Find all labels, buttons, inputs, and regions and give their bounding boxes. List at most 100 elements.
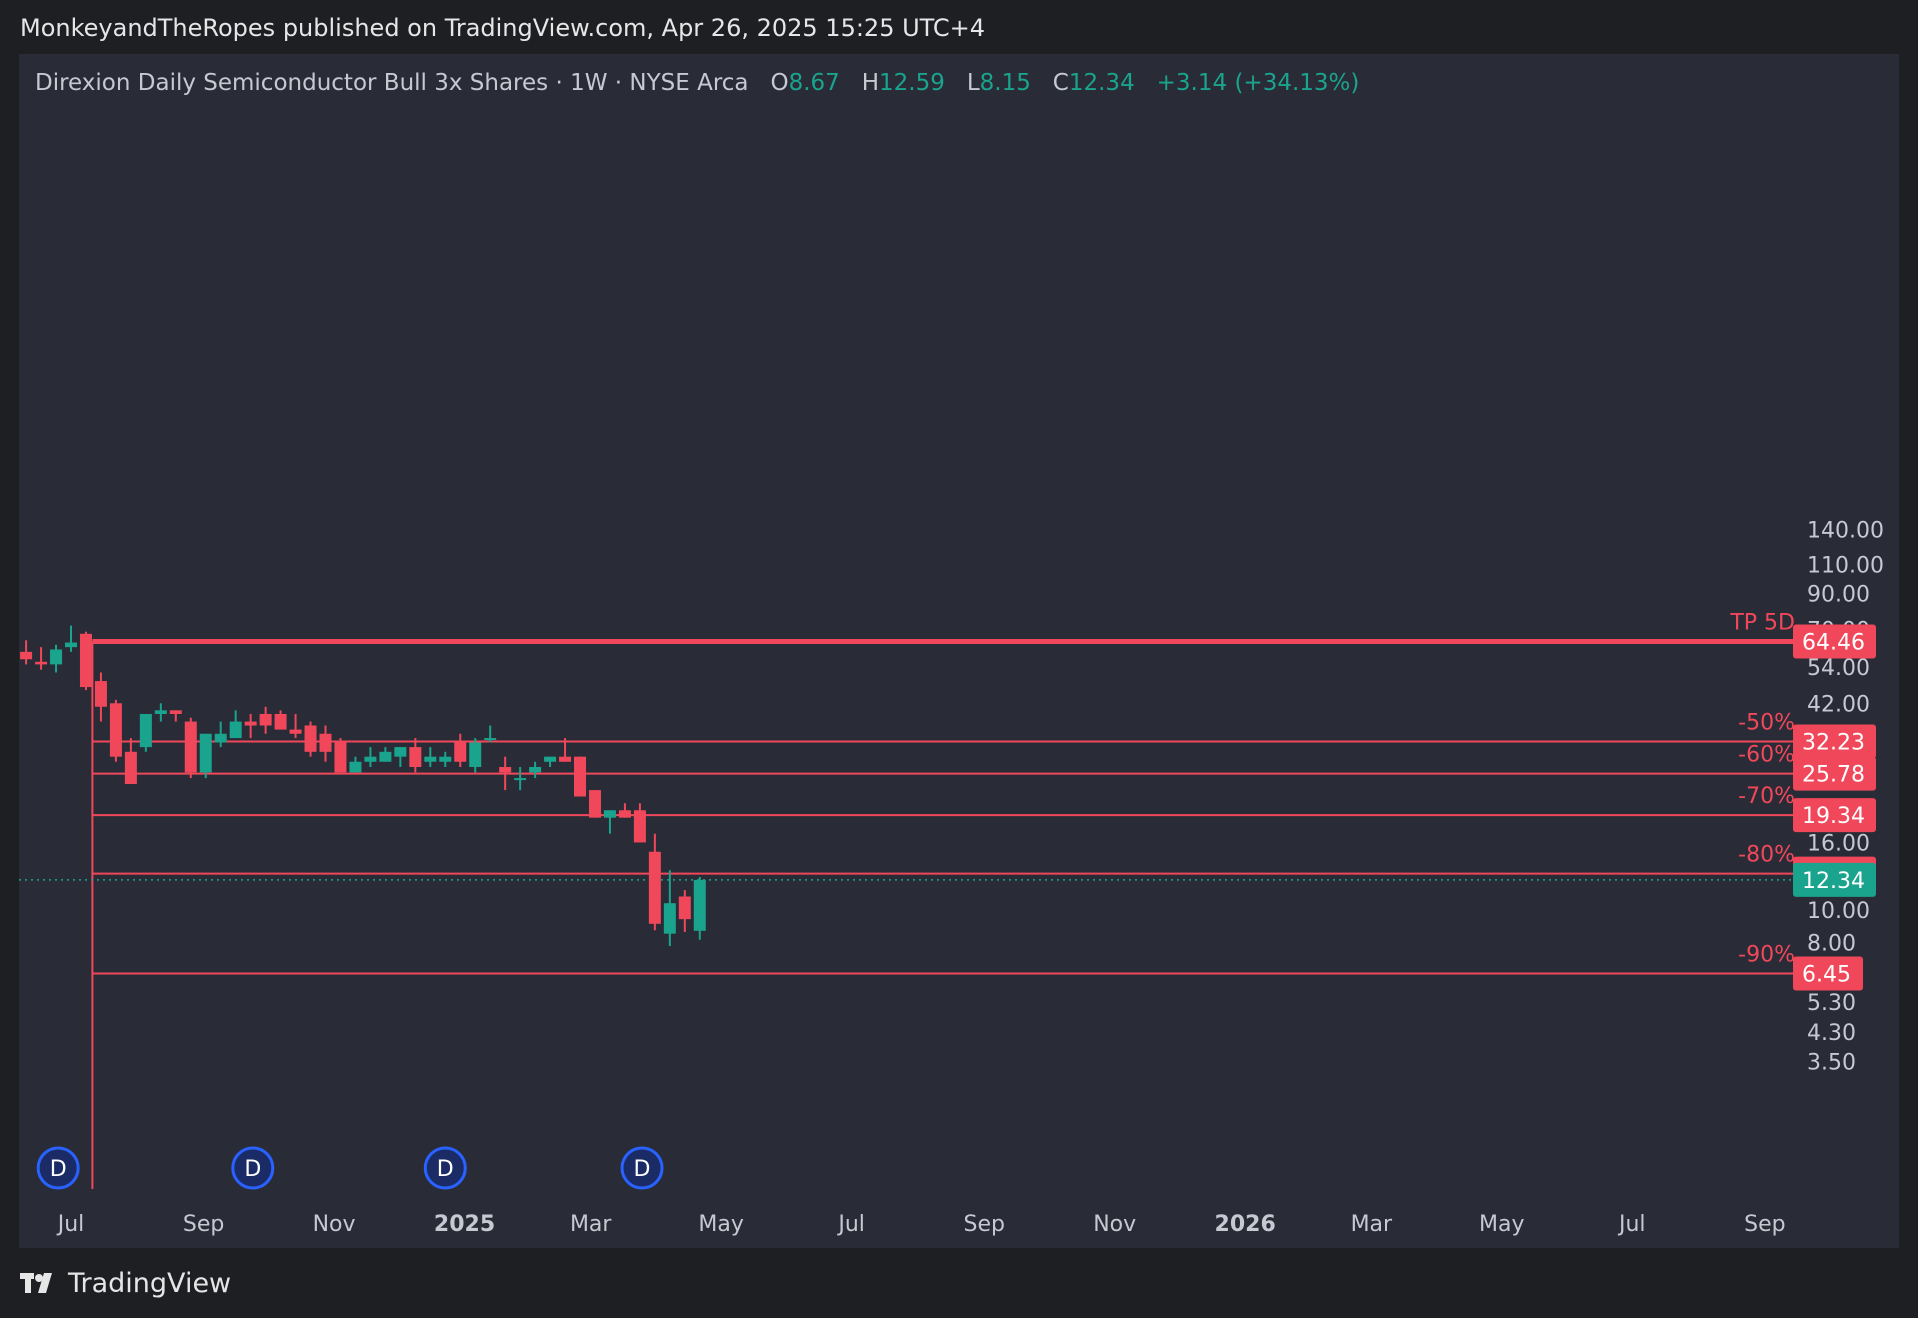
price-tag: 6.45: [1793, 956, 1863, 991]
candle: [65, 625, 77, 652]
candle: [544, 756, 557, 767]
candle: [663, 870, 676, 947]
price-tag-text: 6.45: [1802, 962, 1851, 987]
price-tag: 12.34: [1793, 862, 1876, 897]
y-tick-label: 110.00: [1807, 553, 1884, 578]
level-label: -80%: [1738, 843, 1795, 868]
candle: [319, 725, 332, 762]
price-tag-box: [1793, 798, 1876, 833]
candle: [364, 747, 377, 767]
footer: TradingView: [20, 1266, 231, 1300]
x-tick-label: Mar: [570, 1212, 612, 1237]
candle-body: [618, 810, 631, 818]
candle-body: [229, 721, 242, 739]
candle: [259, 706, 272, 734]
candle: [184, 717, 197, 779]
candle-body: [214, 733, 227, 743]
x-tick-label: Sep: [963, 1212, 1004, 1237]
dividend-label: D: [437, 1157, 454, 1182]
candle: [409, 738, 422, 773]
price-tag-text: 32.23: [1802, 730, 1865, 755]
candle-body: [544, 756, 557, 762]
x-tick-label: Sep: [183, 1212, 224, 1237]
candle: [20, 640, 33, 665]
candle: [499, 756, 512, 791]
high-label: H: [861, 70, 880, 96]
candle: [559, 738, 572, 762]
price-tag-box: [1793, 724, 1876, 759]
candle-body: [529, 767, 542, 773]
candle: [693, 877, 706, 940]
candle-body: [424, 756, 437, 762]
price-chart[interactable]: TP 5D -50% -60% -70% -80% -90% D D D D 140.00 110…: [19, 54, 1899, 1248]
candle-body: [184, 721, 197, 773]
x-tick-label: Nov: [1093, 1212, 1136, 1237]
candle-body: [94, 681, 107, 707]
candle-body: [35, 661, 48, 665]
candle-body: [274, 713, 287, 730]
x-tick-label: Jul: [56, 1212, 85, 1237]
candle-body: [574, 756, 587, 797]
candle: [574, 756, 587, 797]
candle-body: [693, 879, 706, 931]
candle: [79, 631, 92, 691]
level-label: -90%: [1738, 942, 1795, 967]
candle: [648, 833, 661, 931]
level-lines: TP 5D -50% -60% -70% -80% -90%: [19, 611, 1803, 1189]
change-value: +3.14 (+34.13%): [1156, 70, 1360, 96]
price-tag-box: [1793, 756, 1876, 791]
y-tick-label: 140.00: [1807, 519, 1884, 544]
candle-body: [199, 733, 212, 773]
candle: [618, 803, 631, 818]
x-tick-label: May: [1479, 1212, 1524, 1237]
candle: [229, 710, 242, 739]
candle-body: [349, 761, 362, 773]
price-tag: 25.78: [1793, 756, 1876, 791]
y-tick-label: 10.00: [1807, 899, 1870, 924]
x-tick-label: Nov: [313, 1212, 356, 1237]
x-tick-label: Mar: [1351, 1212, 1393, 1237]
candle-body: [588, 790, 601, 818]
candle-body: [394, 747, 407, 757]
open-label: O: [770, 70, 789, 96]
candle-body: [20, 651, 33, 660]
symbol-name: Direxion Daily Semiconductor Bull 3x Sha…: [35, 70, 749, 96]
candle-body: [65, 642, 77, 648]
chart-panel[interactable]: TP 5D -50% -60% -70% -80% -90% D D D D 140.00 110…: [19, 54, 1899, 1248]
price-tag-box: [1793, 956, 1863, 991]
candle: [289, 713, 302, 739]
low-value: 8.15: [979, 70, 1031, 96]
x-tick-label: 2025: [434, 1212, 495, 1237]
candle-body: [484, 738, 497, 741]
y-tick-label: 16.00: [1807, 831, 1870, 856]
price-tag: 64.46: [1793, 624, 1876, 659]
candle: [304, 721, 317, 757]
y-axis: 140.00110.0090.0070.0054.0042.0016.0010.…: [1807, 519, 1884, 1076]
candle: [274, 710, 287, 730]
candle: [214, 721, 227, 748]
candles: [20, 625, 706, 947]
candle-body: [289, 729, 302, 734]
y-tick-label: 90.00: [1807, 582, 1870, 607]
dividend-label: D: [50, 1157, 67, 1182]
candle-body: [469, 742, 482, 767]
y-tick-label: 54.00: [1807, 656, 1870, 681]
candle-body: [559, 756, 572, 762]
candle-body: [109, 703, 122, 757]
candle-body: [124, 751, 137, 784]
candle: [514, 767, 527, 791]
candle-body: [244, 721, 257, 726]
candle: [124, 738, 137, 784]
tradingview-brand: TradingView: [68, 1267, 232, 1299]
candle-body: [678, 896, 691, 920]
high-value: 12.59: [879, 70, 945, 96]
dividend-marker: D: [620, 1146, 664, 1190]
candle-body: [454, 742, 467, 762]
dividend-label: D: [634, 1157, 651, 1182]
close-value: 12.34: [1068, 70, 1135, 96]
candle-body: [334, 742, 347, 773]
candle-body: [364, 756, 377, 762]
price-tag-text: 64.46: [1802, 631, 1865, 656]
candle-body: [50, 649, 63, 665]
